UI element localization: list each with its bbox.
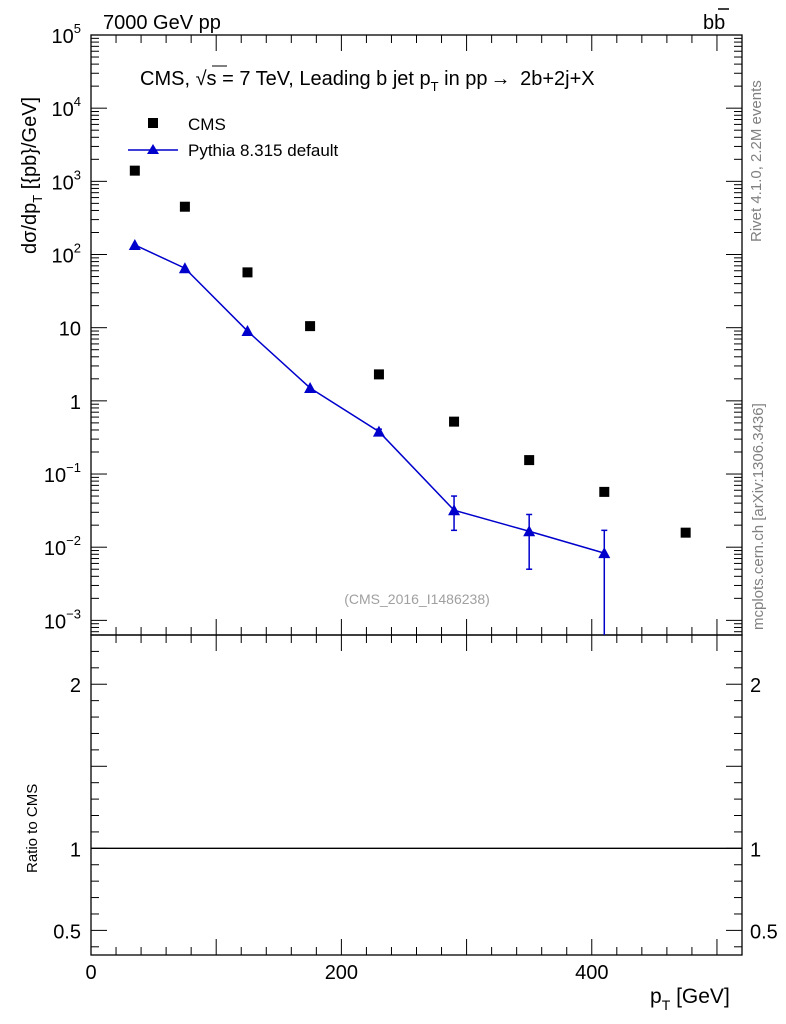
pythia-line	[134, 244, 605, 554]
cms-point	[305, 321, 316, 332]
y-axis-title: dσ/dpT [{pb}/GeV]	[19, 97, 45, 254]
ratio-tick-label-right: 0.5	[750, 921, 778, 943]
cms-point	[242, 267, 253, 278]
y-tick-label: 102	[52, 241, 81, 268]
cms-point	[129, 165, 140, 176]
cms-point	[179, 201, 190, 212]
pythia-point	[178, 262, 191, 274]
y-tick-label: 10−2	[44, 533, 81, 560]
legend-pythia-marker	[147, 144, 159, 154]
ratio-y-axis-title: Ratio to CMS	[24, 784, 41, 873]
x-axis-title: pT [GeV]	[650, 985, 730, 1013]
ratio-tick-label-right: 2	[750, 675, 761, 697]
cms-series	[129, 165, 691, 538]
beam-label: 7000 GeV pp	[103, 12, 221, 34]
main-axis-ticks	[91, 34, 742, 633]
x-tick-label: 0	[85, 962, 96, 984]
cms-point	[524, 455, 535, 466]
x-axis-ticks	[90, 35, 743, 955]
reference-label: mcplots.cern.ch [arXiv:1306.3436]	[750, 403, 767, 630]
rivet-label: Rivet 4.1.0, 2.2M events	[748, 80, 765, 242]
ratio-tick-label-left: 0.5	[53, 921, 81, 943]
y-tick-label: 10−3	[44, 606, 81, 633]
y-tick-label: 103	[52, 167, 81, 194]
cms-point	[449, 416, 460, 427]
chart-title: CMS, √s = 7 TeV, Leading b jet pT in pp →…	[140, 68, 595, 94]
cms-point	[599, 486, 610, 497]
ratio-panel-frame	[90, 634, 743, 956]
ratio-tick-label-left: 1	[70, 839, 81, 861]
ratio-axis-ticks	[91, 634, 742, 948]
legend-pythia-label: Pythia 8.315 default	[188, 141, 339, 160]
pythia-point	[304, 381, 317, 393]
pythia-series	[128, 238, 611, 635]
ratio-tick-labels: 2 2 1 1 0.5 0.5	[53, 675, 778, 943]
y-tick-label: 10	[59, 319, 81, 341]
y-tick-label: 104	[52, 94, 81, 121]
x-tick-label: 400	[575, 962, 608, 984]
legend-cms-marker	[148, 118, 158, 128]
ratio-tick-label-right: 1	[750, 839, 761, 861]
pythia-point	[448, 504, 461, 516]
y-tick-label: 10−1	[44, 460, 81, 487]
x-tick-label: 200	[325, 962, 358, 984]
pythia-point	[372, 425, 385, 437]
pythia-point	[241, 325, 254, 337]
x-tick-labels: 0 200 400	[85, 962, 608, 984]
analysis-id: (CMS_2016_I1486238)	[344, 591, 490, 607]
pythia-point	[523, 525, 536, 537]
pythia-point	[598, 547, 611, 559]
legend: CMS Pythia 8.315 default	[128, 115, 339, 160]
process-label: bb	[703, 12, 725, 34]
y-tick-label: 1	[70, 392, 81, 414]
ratio-tick-label-left: 2	[70, 675, 81, 697]
cms-point	[373, 369, 384, 380]
cms-point	[680, 527, 691, 538]
legend-cms-label: CMS	[188, 115, 226, 134]
pythia-point	[128, 238, 141, 250]
y-tick-label: 105	[52, 21, 81, 48]
